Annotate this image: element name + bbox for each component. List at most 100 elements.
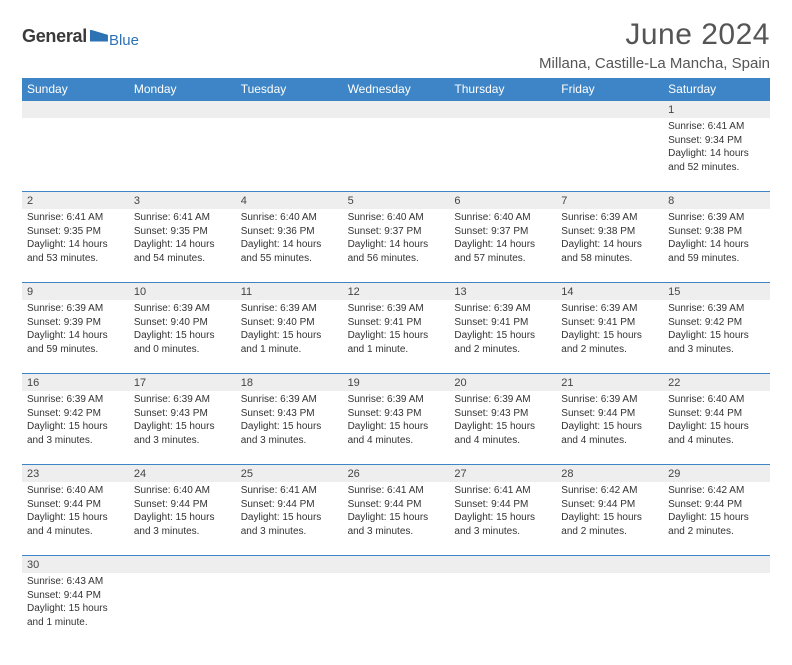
daylight-text: Daylight: 15 hours and 2 minutes. (454, 329, 551, 356)
weekday-header: Thursday (449, 78, 556, 101)
day-number: 30 (22, 556, 129, 573)
daylight-text: Daylight: 15 hours and 4 minutes. (348, 420, 445, 447)
logo: General Blue (22, 24, 139, 49)
sunrise-text: Sunrise: 6:39 AM (454, 393, 551, 407)
day-cell (236, 573, 343, 647)
sunrise-text: Sunrise: 6:39 AM (454, 302, 551, 316)
day-cell (129, 118, 236, 191)
sunset-text: Sunset: 9:35 PM (27, 225, 124, 239)
day-cell: Sunrise: 6:41 AMSunset: 9:44 PMDaylight:… (343, 482, 450, 555)
week-row: Sunrise: 6:40 AMSunset: 9:44 PMDaylight:… (22, 482, 770, 556)
sunset-text: Sunset: 9:44 PM (561, 407, 658, 421)
sunrise-text: Sunrise: 6:40 AM (454, 211, 551, 225)
week-row: Sunrise: 6:41 AMSunset: 9:35 PMDaylight:… (22, 209, 770, 283)
daylight-text: Daylight: 15 hours and 3 minutes. (27, 420, 124, 447)
weekday-header: Saturday (663, 78, 770, 101)
sunset-text: Sunset: 9:43 PM (134, 407, 231, 421)
sunset-text: Sunset: 9:38 PM (668, 225, 765, 239)
daylight-text: Daylight: 15 hours and 3 minutes. (454, 511, 551, 538)
daynum-row: 2345678 (22, 192, 770, 209)
daylight-text: Daylight: 15 hours and 3 minutes. (241, 420, 338, 447)
day-number (663, 556, 770, 573)
day-cell (343, 573, 450, 647)
weekday-header: Friday (556, 78, 663, 101)
weekday-header: Sunday (22, 78, 129, 101)
day-cell: Sunrise: 6:39 AMSunset: 9:43 PMDaylight:… (343, 391, 450, 464)
daylight-text: Daylight: 14 hours and 59 minutes. (668, 238, 765, 265)
sunset-text: Sunset: 9:44 PM (454, 498, 551, 512)
daynum-row: 23242526272829 (22, 465, 770, 482)
sunrise-text: Sunrise: 6:41 AM (348, 484, 445, 498)
day-cell: Sunrise: 6:40 AMSunset: 9:44 PMDaylight:… (22, 482, 129, 555)
sunrise-text: Sunrise: 6:41 AM (241, 484, 338, 498)
daynum-row: 9101112131415 (22, 283, 770, 300)
day-cell (22, 118, 129, 191)
day-number: 7 (556, 192, 663, 209)
day-cell: Sunrise: 6:39 AMSunset: 9:38 PMDaylight:… (663, 209, 770, 282)
daylight-text: Daylight: 14 hours and 57 minutes. (454, 238, 551, 265)
sunrise-text: Sunrise: 6:41 AM (668, 120, 765, 134)
sunset-text: Sunset: 9:44 PM (134, 498, 231, 512)
sunrise-text: Sunrise: 6:39 AM (668, 302, 765, 316)
day-number: 3 (129, 192, 236, 209)
sunset-text: Sunset: 9:40 PM (134, 316, 231, 330)
day-number (449, 556, 556, 573)
week-row: Sunrise: 6:43 AMSunset: 9:44 PMDaylight:… (22, 573, 770, 647)
sunrise-text: Sunrise: 6:39 AM (27, 393, 124, 407)
daylight-text: Daylight: 15 hours and 2 minutes. (561, 511, 658, 538)
day-number: 1 (663, 101, 770, 118)
daynum-row: 1 (22, 101, 770, 118)
day-cell: Sunrise: 6:40 AMSunset: 9:44 PMDaylight:… (129, 482, 236, 555)
sunrise-text: Sunrise: 6:43 AM (27, 575, 124, 589)
daylight-text: Daylight: 14 hours and 56 minutes. (348, 238, 445, 265)
daylight-text: Daylight: 15 hours and 4 minutes. (668, 420, 765, 447)
calendar-page: General Blue June 2024 Millana, Castille… (0, 0, 792, 665)
sunset-text: Sunset: 9:44 PM (668, 498, 765, 512)
day-cell: Sunrise: 6:39 AMSunset: 9:40 PMDaylight:… (129, 300, 236, 373)
daylight-text: Daylight: 14 hours and 53 minutes. (27, 238, 124, 265)
day-cell: Sunrise: 6:40 AMSunset: 9:37 PMDaylight:… (449, 209, 556, 282)
day-cell: Sunrise: 6:40 AMSunset: 9:36 PMDaylight:… (236, 209, 343, 282)
day-cell (449, 118, 556, 191)
page-header: General Blue June 2024 Millana, Castille… (22, 18, 770, 72)
day-cell: Sunrise: 6:39 AMSunset: 9:38 PMDaylight:… (556, 209, 663, 282)
day-cell (343, 118, 450, 191)
sunrise-text: Sunrise: 6:41 AM (454, 484, 551, 498)
day-cell: Sunrise: 6:43 AMSunset: 9:44 PMDaylight:… (22, 573, 129, 647)
sunset-text: Sunset: 9:43 PM (348, 407, 445, 421)
sunrise-text: Sunrise: 6:39 AM (561, 211, 658, 225)
sunrise-text: Sunrise: 6:40 AM (348, 211, 445, 225)
sunrise-text: Sunrise: 6:39 AM (27, 302, 124, 316)
daynum-row: 30 (22, 556, 770, 573)
sunset-text: Sunset: 9:44 PM (27, 498, 124, 512)
day-number: 18 (236, 374, 343, 391)
sunset-text: Sunset: 9:44 PM (27, 589, 124, 603)
day-cell (556, 573, 663, 647)
day-number: 20 (449, 374, 556, 391)
sunset-text: Sunset: 9:35 PM (134, 225, 231, 239)
day-cell: Sunrise: 6:40 AMSunset: 9:37 PMDaylight:… (343, 209, 450, 282)
day-number: 24 (129, 465, 236, 482)
day-cell (236, 118, 343, 191)
day-cell (663, 573, 770, 647)
day-number (556, 556, 663, 573)
sunrise-text: Sunrise: 6:41 AM (27, 211, 124, 225)
sunset-text: Sunset: 9:34 PM (668, 134, 765, 148)
day-cell: Sunrise: 6:42 AMSunset: 9:44 PMDaylight:… (556, 482, 663, 555)
sunrise-text: Sunrise: 6:39 AM (561, 302, 658, 316)
sunrise-text: Sunrise: 6:42 AM (668, 484, 765, 498)
sunrise-text: Sunrise: 6:40 AM (134, 484, 231, 498)
day-number: 9 (22, 283, 129, 300)
day-cell: Sunrise: 6:39 AMSunset: 9:43 PMDaylight:… (449, 391, 556, 464)
weekday-header: Monday (129, 78, 236, 101)
day-number: 28 (556, 465, 663, 482)
daylight-text: Daylight: 15 hours and 3 minutes. (134, 420, 231, 447)
day-number: 10 (129, 283, 236, 300)
sunset-text: Sunset: 9:43 PM (454, 407, 551, 421)
calendar-body: 1Sunrise: 6:41 AMSunset: 9:34 PMDaylight… (22, 101, 770, 647)
location-subtitle: Millana, Castille-La Mancha, Spain (539, 55, 770, 72)
sunrise-text: Sunrise: 6:39 AM (134, 393, 231, 407)
daylight-text: Daylight: 15 hours and 2 minutes. (561, 329, 658, 356)
week-row: Sunrise: 6:39 AMSunset: 9:39 PMDaylight:… (22, 300, 770, 374)
sunset-text: Sunset: 9:41 PM (454, 316, 551, 330)
